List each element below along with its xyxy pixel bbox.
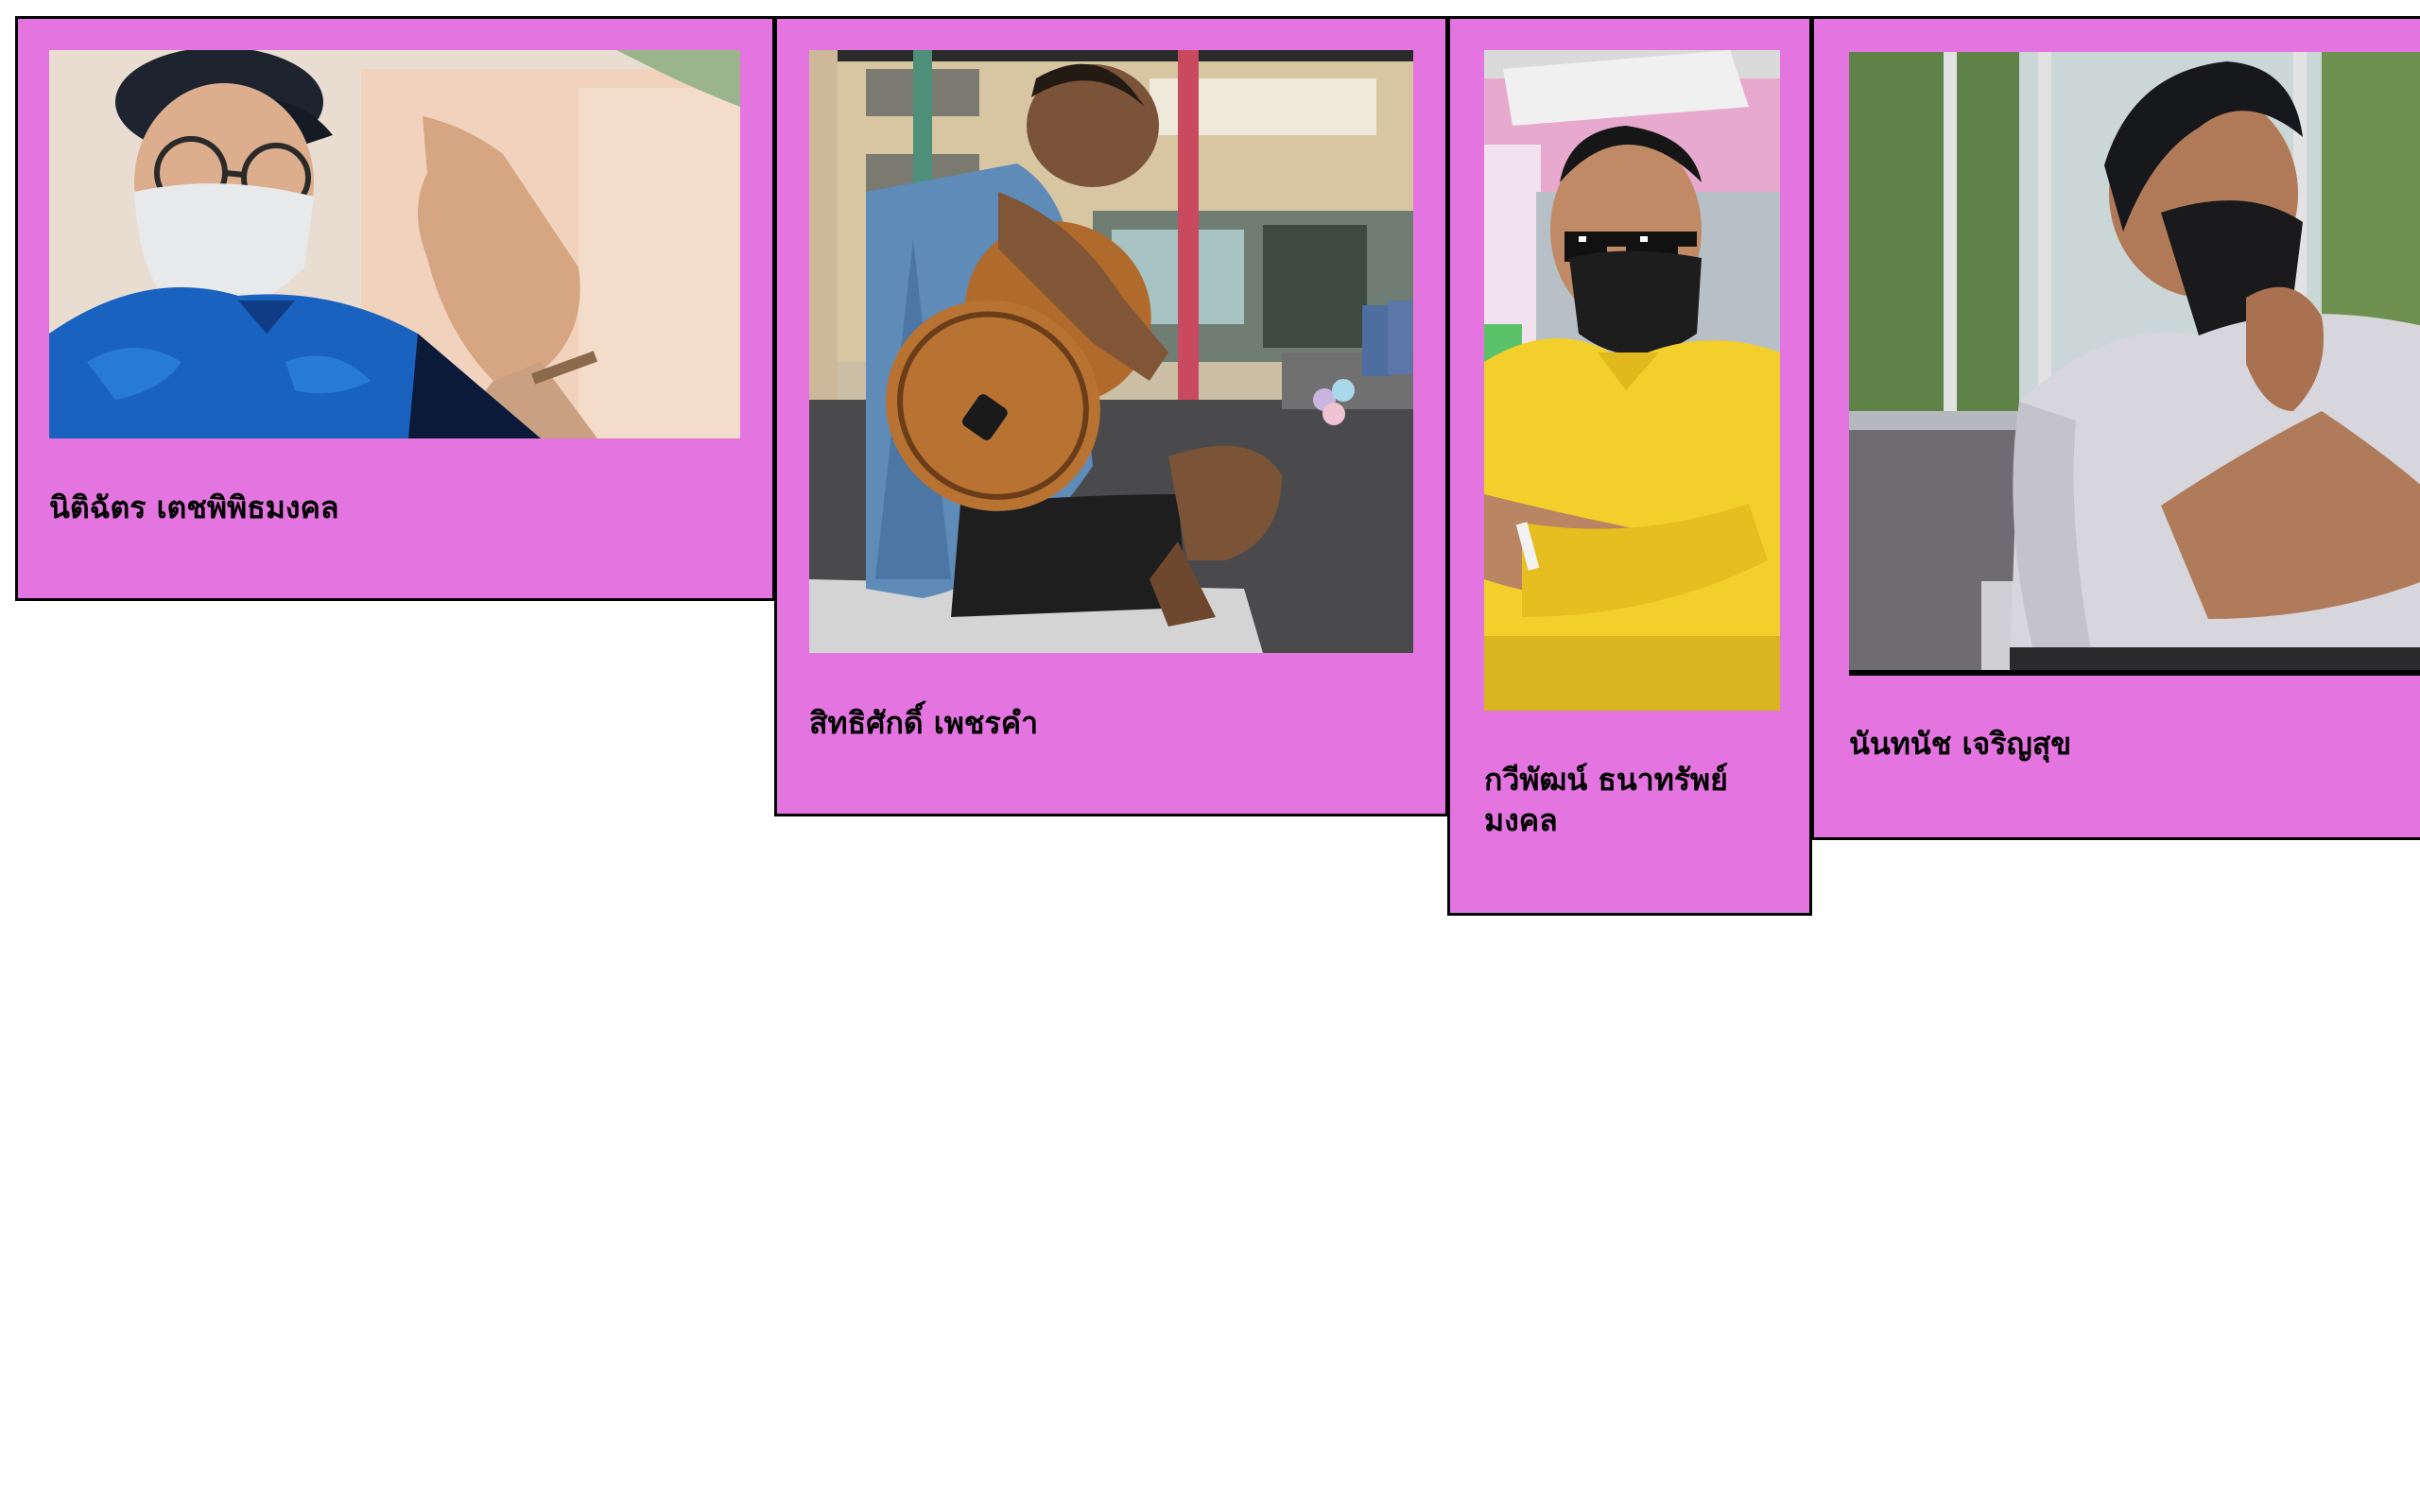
member-name-1: นิติฉัตร เตชพิพิธมงคล: [49, 490, 339, 525]
member-card-1: นิติฉัตร เตชพิพิธมงคล: [15, 16, 775, 601]
member-card-2: สิทธิศักดิ์ เพชรคำ: [774, 16, 1448, 816]
member-photo-3: [1484, 50, 1780, 711]
member-name-4: นันทนัช เจริญสุข: [1849, 726, 2072, 762]
member-name-2: สิทธิศักดิ์ เพชรคำ: [809, 705, 1039, 741]
member-name-3: กวีพัฒน์ ธนาทรัพย์มงคล: [1484, 762, 1728, 838]
member-photo-2: [809, 50, 1413, 653]
member-photo-1: [49, 50, 740, 438]
member-photo-4: [1849, 52, 2420, 676]
member-card-4: นันทนัช เจริญสุข: [1811, 16, 2420, 840]
member-card-3: กวีพัฒน์ ธนาทรัพย์มงคล: [1447, 16, 1812, 916]
